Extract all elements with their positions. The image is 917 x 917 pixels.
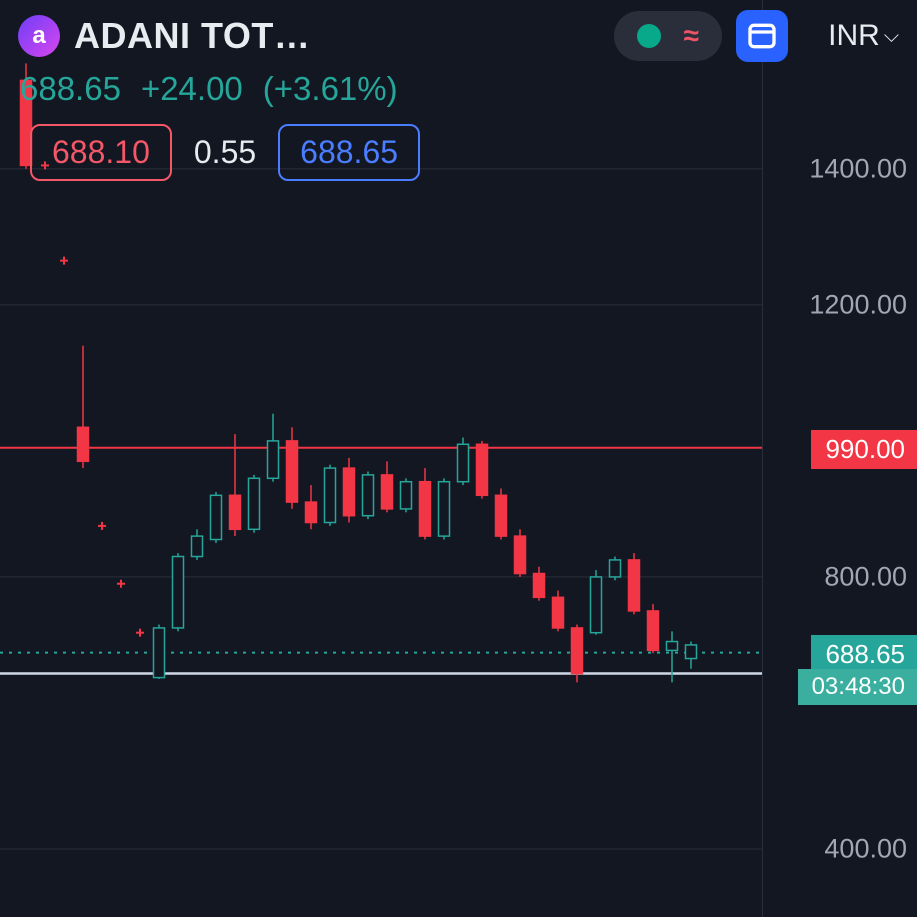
alert-price-tag[interactable]: 990.00 — [811, 430, 917, 469]
market-open-dot — [637, 24, 661, 48]
bid-price[interactable]: 688.10 — [30, 124, 172, 181]
symbol-name[interactable]: ADANI TOT… — [74, 15, 600, 57]
spread-value: 0.55 — [194, 134, 256, 171]
market-status-pill[interactable]: ≈ — [614, 11, 722, 61]
price-change-pct: (+3.61%) — [263, 70, 398, 108]
symbol-logo[interactable]: a — [18, 15, 60, 57]
currency-selector[interactable]: INR ⌵ — [828, 19, 899, 53]
last-price: 688.65 — [20, 70, 121, 108]
bid-ask-row: 688.10 0.55 688.65 — [0, 108, 917, 191]
header-tools: ≈ INR ⌵ — [614, 10, 899, 62]
countdown-tag: 03:48:30 — [798, 669, 917, 705]
ask-price[interactable]: 688.65 — [278, 124, 420, 181]
fullscreen-button[interactable] — [736, 10, 788, 62]
price-summary: 688.65 +24.00 (+3.61%) — [0, 70, 917, 108]
axis-tick: 400.00 — [824, 833, 907, 864]
realtime-icon: ≈ — [684, 20, 699, 52]
fullscreen-icon — [746, 20, 778, 52]
chart-header: a ADANI TOT… ≈ INR ⌵ — [0, 0, 917, 70]
axis-tick: 800.00 — [824, 561, 907, 592]
price-change: +24.00 — [141, 70, 243, 108]
logo-letter: a — [32, 22, 45, 50]
axis-tick: 1200.00 — [809, 289, 907, 320]
currency-label: INR — [828, 19, 880, 53]
chevron-down-icon: ⌵ — [884, 25, 899, 48]
